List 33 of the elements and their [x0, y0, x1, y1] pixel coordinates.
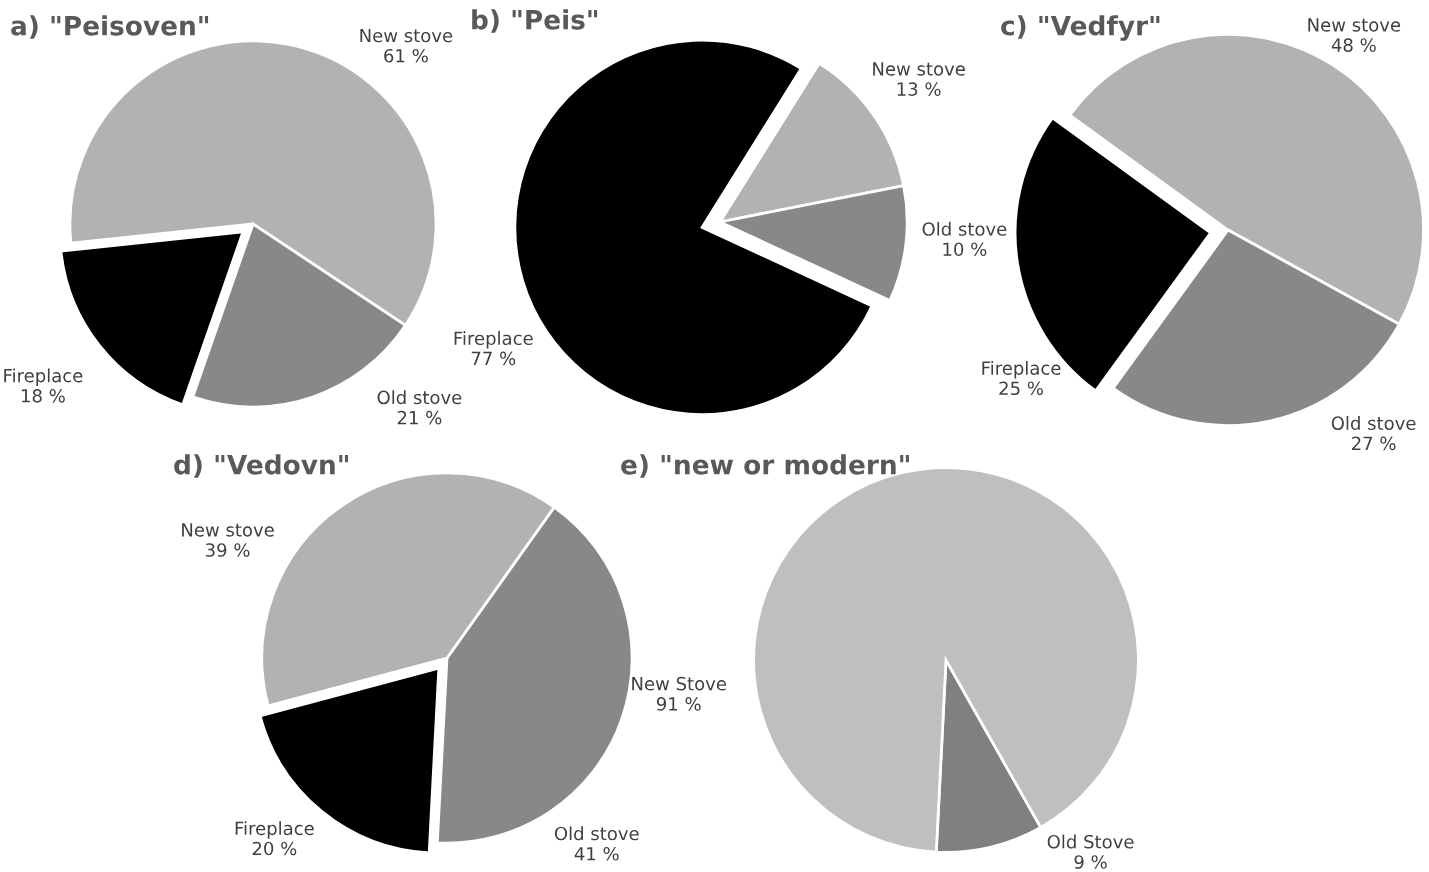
data-label: 13 % — [897, 82, 941, 96]
slice-label: Fireplace — [235, 821, 314, 839]
chart-title: e) "new or modern" — [621, 454, 909, 478]
slice-label: Fireplace — [454, 331, 533, 349]
data-label: 27 % — [1351, 436, 1396, 451]
data-label: 41 % — [574, 846, 619, 861]
slice-label: Old Stove — [1047, 834, 1134, 849]
data-label: 9 % — [1074, 855, 1107, 869]
chart-title: d) "Vedovn" — [174, 454, 348, 478]
chart-title: c) "Vedfyr" — [1001, 15, 1160, 41]
chart-title: b) "Peis" — [472, 9, 598, 33]
slice-label: Fireplace — [4, 368, 83, 386]
data-label: 10 % — [943, 242, 987, 257]
data-label: 48 % — [1331, 38, 1376, 52]
slice-label: Old stove — [377, 390, 462, 405]
data-label: 61 % — [384, 48, 428, 63]
slice-label: Old stove — [554, 826, 639, 841]
chart-title: a) "Peisoven" — [11, 15, 209, 39]
data-label: 77 % — [471, 351, 516, 366]
slice-label: Old stove — [922, 221, 1007, 236]
slice-label: Old stove — [1331, 416, 1416, 431]
data-label: 21 % — [397, 410, 442, 425]
slice-label: New Stove — [632, 676, 727, 691]
data-label: 39 % — [206, 543, 250, 557]
data-label: 25 % — [999, 381, 1043, 396]
slice-label: New stove — [1308, 18, 1401, 32]
data-label: 91 % — [656, 697, 701, 711]
data-label: 18 % — [21, 388, 65, 403]
slice-label: New stove — [182, 523, 274, 537]
slice-label: Fireplace — [982, 360, 1061, 379]
data-label: 20 % — [252, 841, 297, 856]
slice-label: New stove — [360, 28, 453, 43]
slice-label: New stove — [873, 62, 965, 76]
